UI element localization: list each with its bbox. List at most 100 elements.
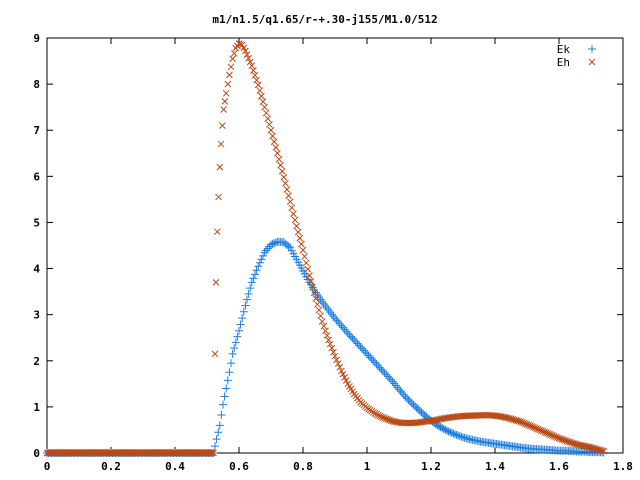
x-tick-label: 1.2 [421,460,441,473]
data-point [328,344,336,352]
data-point [364,351,373,360]
data-point [251,270,259,279]
data-point [399,390,408,399]
data-point [369,356,378,365]
x-tick-label: 1.6 [549,460,569,473]
data-point [334,318,343,327]
data-point [396,387,405,396]
data-point [449,429,458,438]
data-point [205,449,212,457]
data-point [217,410,226,419]
data-point [339,370,347,378]
x-tick-label: 0.2 [101,460,121,473]
legend-label-eh: Eh [557,56,570,69]
data-point [238,314,247,323]
data-point [211,442,219,451]
data-point [229,55,236,63]
data-point [380,368,389,377]
data-point [452,431,461,440]
x-tick-label: 1 [364,460,371,473]
data-point [296,234,304,242]
data-point [294,228,302,236]
plot-frame [46,37,624,454]
data-point [385,374,394,383]
data-point [302,259,310,267]
data-point [268,239,277,248]
data-point [330,348,337,356]
data-point [321,301,330,310]
data-point [243,51,251,58]
data-point [248,62,256,70]
data-point [383,372,392,381]
data-point [454,431,463,440]
plot-border [46,37,624,454]
data-point [335,319,344,328]
data-point [246,58,254,66]
data-point [451,430,459,439]
data-point [318,318,326,325]
data-point [270,239,279,248]
data-point [304,265,312,273]
data-point [315,306,323,314]
data-point [278,167,286,175]
data-point [329,312,338,321]
data-point [438,424,447,433]
data-point [339,323,347,332]
data-point [435,422,443,431]
y-tick-label: 9 [33,32,40,45]
data-point [404,395,413,404]
data-point [286,198,294,206]
data-point [447,428,456,437]
data-point [320,322,328,330]
data-point [217,140,225,148]
data-point [367,355,376,364]
data-point [252,266,261,275]
data-point [331,314,339,323]
data-point [256,87,264,94]
data-point [215,193,222,201]
data-point [212,279,220,286]
x-tick-label: 0.6 [229,460,249,473]
data-point [227,359,235,368]
data-point [249,274,258,283]
y-tick-label: 0 [33,447,40,460]
x-tick-label: 0.4 [165,460,185,473]
data-point [280,173,288,181]
data-point [358,344,367,353]
data-point [340,325,349,334]
data-point [345,330,354,339]
data-point [310,289,318,297]
data-point [444,427,453,436]
data-point [331,352,339,360]
data-point [379,367,387,376]
data-point [326,340,334,348]
data-point [374,361,383,370]
data-point [356,342,365,351]
y-axis: 0 1 2 3 4 5 6 7 8 9 [33,32,623,460]
data-point [226,71,233,79]
data-point [267,240,275,249]
data-point [350,336,359,345]
data-point [262,246,271,255]
data-point [245,54,252,62]
data-point [478,411,486,419]
data-point [309,283,316,291]
data-point [342,377,350,384]
data-point [341,374,348,381]
data-point [257,255,266,264]
data-point [266,121,273,128]
data-point [228,349,237,358]
data-point [213,228,221,236]
data-point [323,332,331,339]
data-point [355,341,363,350]
data-point [307,277,315,285]
data-point [244,289,253,298]
data-point [206,449,214,457]
data-point [247,278,256,287]
data-point [212,435,221,444]
data-point [336,363,344,371]
data-point [221,98,229,105]
data-point [230,50,238,57]
data-point [290,210,297,218]
data-point [267,126,275,134]
